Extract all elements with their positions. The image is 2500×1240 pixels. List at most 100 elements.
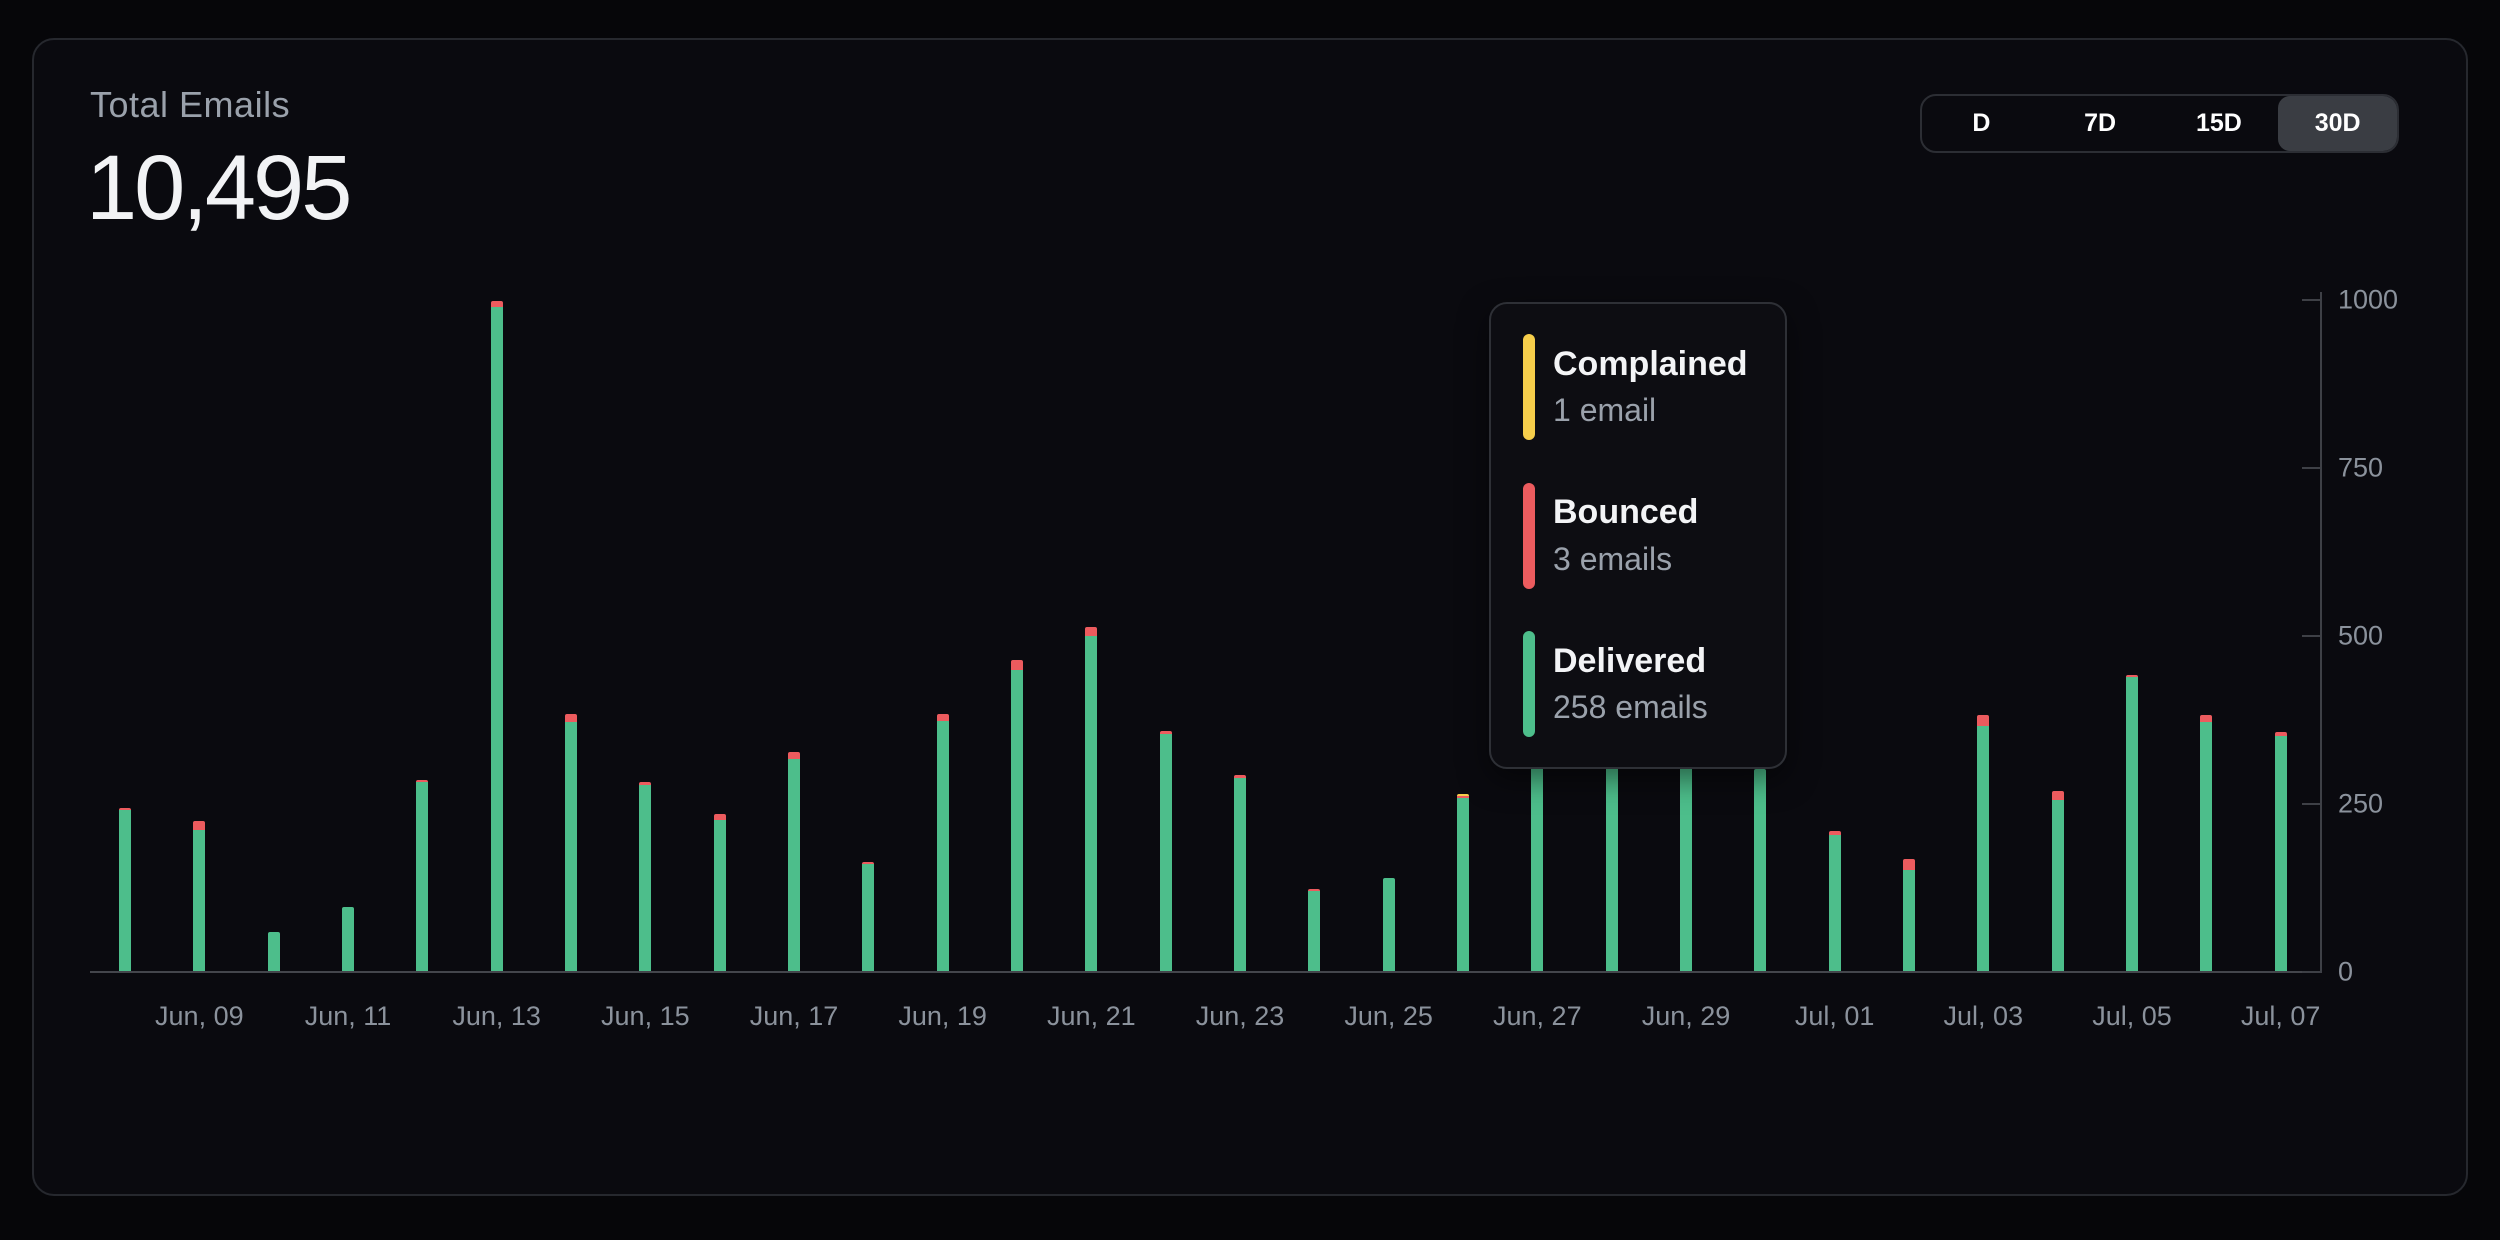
x-axis-tick-label: Jun, 25 [1344, 1001, 1433, 1031]
bar-segment [490, 301, 503, 308]
bar-segment [1754, 769, 1767, 971]
bar-segment [1828, 831, 1841, 836]
bar-segment [1456, 793, 1469, 796]
x-axis-tick-label: Jun, 19 [898, 1001, 987, 1031]
bar-segment [1902, 869, 1915, 971]
x-axis-tick-label: Jun, 13 [452, 1001, 541, 1031]
bar-jun-25[interactable] [1382, 878, 1395, 971]
bar-segment [936, 721, 949, 971]
tooltip-row-delivered: Delivered 258 emails [1523, 631, 1757, 737]
bar-segment [1605, 762, 1618, 971]
bar-segment [1977, 725, 1990, 971]
bar-jun-24[interactable] [1308, 889, 1321, 971]
bar-segment [564, 722, 577, 971]
bar-segment [193, 829, 206, 971]
x-axis-tick-label: Jul, 07 [2240, 1001, 2321, 1031]
bar-segment [119, 807, 131, 810]
bar-jun-10[interactable] [267, 932, 280, 971]
bar-jun-27[interactable] [1531, 766, 1544, 971]
bar-segment [416, 780, 429, 783]
bar-jul-05[interactable] [2125, 674, 2138, 971]
bar-jun-14[interactable] [564, 714, 577, 971]
tooltip-row-bounced: Bounced 3 emails [1523, 482, 1757, 589]
bar-jun-11[interactable] [341, 907, 354, 971]
bar-segment [713, 820, 726, 971]
bar-jun-19[interactable] [936, 714, 949, 971]
delivered-color-swatch [1523, 631, 1535, 737]
bar-jun-12[interactable] [416, 780, 429, 971]
bar-segment [1085, 635, 1098, 971]
tooltip-label: Complained [1553, 344, 1748, 383]
x-axis-tick-label: Jun, 09 [155, 1001, 244, 1031]
x-axis-tick-label: Jul, 03 [1943, 1001, 2024, 1031]
y-axis-tick [2302, 299, 2320, 301]
y-axis-tick [2302, 467, 2320, 469]
complained-color-swatch [1523, 334, 1535, 440]
y-axis-tick [2302, 971, 2320, 973]
bar-jun-13[interactable] [490, 301, 503, 971]
y-axis-tick-label: 750 [2338, 452, 2384, 483]
bar-jul-02[interactable] [1902, 858, 1915, 971]
bar-jul-01[interactable] [1828, 831, 1841, 971]
y-axis-tick-label: 250 [2338, 788, 2384, 819]
x-axis-tick-label: Jul, 05 [2092, 1001, 2172, 1031]
bar-segment [2125, 674, 2138, 677]
tooltip-row-complained: Complained 1 email [1523, 334, 1757, 440]
bar-segment [1308, 889, 1321, 892]
bar-segment [2051, 799, 2064, 971]
bar-segment [416, 782, 429, 971]
range-button-30d[interactable]: 30D [2278, 96, 2397, 151]
bar-segment [1456, 795, 1469, 798]
bar-jul-04[interactable] [2051, 790, 2064, 971]
y-axis-tick [2302, 803, 2320, 805]
bounced-color-swatch [1523, 482, 1535, 589]
bar-segment [2274, 731, 2287, 736]
bar-jun-16[interactable] [713, 813, 726, 971]
bar-segment [1456, 797, 1469, 971]
plot-area: 0 250 500 750 1000 Jun, 09 Jun, 11 Jun, 13 Jun, … [34, 40, 2470, 1198]
x-axis-tick-label: Jun, 29 [1641, 1001, 1731, 1031]
card-title: Total Emails [90, 84, 291, 125]
bar-jun-26[interactable] [1456, 793, 1469, 971]
bar-jul-07[interactable] [2274, 731, 2287, 971]
range-button-7d[interactable]: 7D [2084, 109, 2117, 137]
tooltip-count: 1 email [1553, 392, 1657, 429]
bar-segment [862, 864, 875, 971]
bar-segment [1828, 835, 1841, 971]
bar-segment [193, 821, 206, 830]
tooltip-label: Bounced [1553, 493, 1699, 532]
bar-segment [1233, 775, 1246, 779]
bar-jun-30[interactable] [1754, 769, 1767, 971]
bar-segment [2051, 790, 2064, 800]
bar-jun-22[interactable] [1159, 731, 1172, 971]
bar-jun-29[interactable] [1679, 755, 1692, 971]
bar-segment [1977, 714, 1990, 726]
bar-jun-08[interactable] [119, 807, 131, 971]
bar-segment [1233, 778, 1246, 971]
bar-segment [1679, 755, 1692, 971]
bar-segment [639, 784, 652, 971]
bar-segment [1531, 766, 1544, 971]
range-button-d[interactable]: D [1972, 109, 1991, 137]
bar-jun-23[interactable] [1233, 775, 1246, 971]
x-axis-tick-label: Jun, 17 [749, 1001, 839, 1031]
bar-jul-06[interactable] [2200, 714, 2213, 971]
range-button-15d[interactable]: 15D [2195, 109, 2242, 137]
x-axis-tick-label: Jun, 15 [601, 1001, 690, 1031]
bar-jun-20[interactable] [1010, 659, 1023, 971]
chart-tooltip: Complained 1 email Bounced 3 emails Deli… [1489, 302, 1787, 769]
bar-jun-15[interactable] [639, 782, 652, 971]
bar-jun-17[interactable] [787, 751, 800, 971]
x-axis-tick-label: Jun, 21 [1047, 1001, 1136, 1031]
bar-segment [1085, 626, 1098, 636]
y-axis-tick [2302, 635, 2320, 637]
bar-jun-21[interactable] [1085, 626, 1098, 971]
bar-jul-03[interactable] [1977, 714, 1990, 971]
bar-jun-09[interactable] [193, 821, 206, 971]
bar-segment [1010, 669, 1023, 971]
bar-segment [2200, 714, 2213, 722]
bar-segment [1159, 734, 1172, 971]
bar-segment [1308, 891, 1321, 971]
bar-jun-28[interactable] [1605, 762, 1618, 971]
bar-jun-18[interactable] [862, 862, 875, 971]
